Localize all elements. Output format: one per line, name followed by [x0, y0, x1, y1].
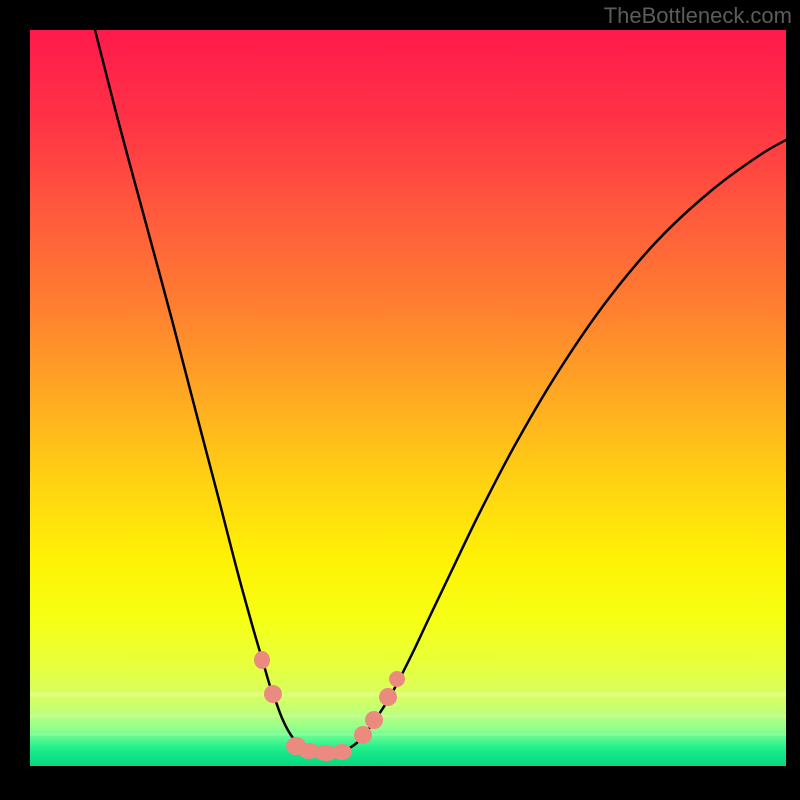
plot-area [30, 30, 786, 766]
data-marker [254, 651, 270, 669]
data-marker [389, 671, 405, 687]
gradient-band [30, 733, 786, 736]
data-marker [354, 726, 372, 744]
watermark-text: TheBottleneck.com [604, 3, 792, 29]
data-marker [264, 685, 282, 703]
gradient-band [30, 692, 786, 696]
gradient-band [30, 714, 786, 717]
bottleneck-chart-canvas: TheBottleneck.com [0, 0, 800, 800]
data-marker [379, 688, 397, 706]
data-marker [365, 711, 383, 729]
chart-svg [0, 0, 800, 800]
data-marker [332, 744, 352, 760]
